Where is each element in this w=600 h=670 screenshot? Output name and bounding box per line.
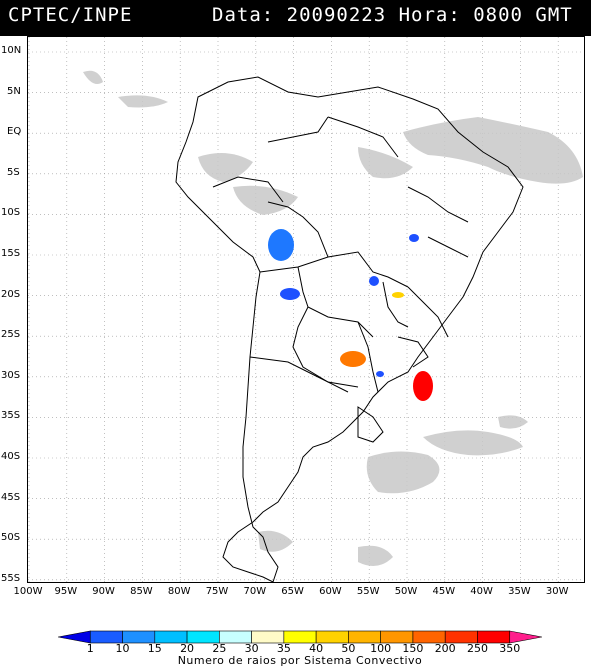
lon-label: 45W: [432, 586, 456, 597]
colorbar-tick-label: 10: [115, 642, 130, 655]
lon-label: 60W: [319, 586, 342, 597]
colorbar-tick-label: 15: [147, 642, 162, 655]
colorbar-tick-label: 1: [86, 642, 94, 655]
lat-label: 20S: [1, 288, 21, 300]
colorbar-segment: [58, 630, 91, 644]
colorbar-tick-label: 50: [341, 642, 356, 655]
lon-label: 95W: [54, 586, 78, 597]
lon-label: 35W: [508, 586, 531, 597]
lon-label: 70W: [243, 586, 267, 597]
colorbar-tick-label: 150: [402, 642, 424, 655]
colorbar-segment: [509, 630, 542, 644]
convective-system: [340, 351, 366, 367]
colorbar-tick-label: 100: [370, 642, 392, 655]
lon-label: 40W: [470, 586, 493, 597]
lon-label: 85W: [130, 586, 153, 597]
lon-label: 75W: [205, 586, 229, 597]
convective-systems: [268, 229, 433, 401]
lat-label: 40S: [1, 451, 21, 462]
lon-label: 50W: [394, 586, 418, 597]
map-frame: [27, 36, 585, 583]
lon-label: 90W: [92, 586, 115, 597]
lon-label: 100W: [13, 586, 43, 597]
colorbar: [58, 630, 542, 644]
colorbar-tick-label: 25: [212, 642, 227, 655]
convective-system: [369, 276, 379, 286]
convective-system: [376, 371, 384, 377]
colorbar-tick-label: 20: [180, 642, 195, 655]
lat-label: 55S: [1, 572, 21, 584]
coastlines: [175, 76, 524, 582]
lat-label: 25S: [1, 329, 21, 341]
lat-label: 45S: [1, 491, 21, 503]
colorbar-tick-label: 200: [434, 642, 456, 655]
colorbar-tick-label: 30: [244, 642, 259, 655]
convective-system: [413, 371, 433, 401]
convective-system: [268, 229, 294, 261]
colorbar-caption: Numero de raios por Sistema Convectivo: [177, 654, 423, 667]
lat-label: 10S: [1, 207, 21, 219]
convective-system: [392, 292, 404, 298]
lat-label: 5N: [7, 85, 21, 97]
cloud-cover: [83, 70, 583, 566]
colorbar-tick-label: 35: [276, 642, 291, 655]
colorbar-tick-label: 350: [499, 642, 521, 655]
lat-label: 15S: [1, 248, 21, 259]
source-label: CPTEC/INPE: [8, 4, 133, 26]
lon-label: 65W: [281, 586, 304, 597]
lat-label: 5S: [7, 166, 20, 178]
lat-label: 30S: [1, 369, 21, 381]
lon-label: 80W: [167, 586, 191, 597]
datetime-label: Data: 20090223 Hora: 0800 GMT: [212, 4, 573, 26]
lat-label: 50S: [1, 532, 21, 544]
convective-system: [280, 288, 300, 300]
lon-label: 30W: [545, 586, 569, 597]
map-header: CPTEC/INPE Data: 20090223 Hora: 0800 GMT: [0, 0, 591, 36]
convective-system: [409, 234, 419, 242]
lat-label: EQ: [7, 126, 22, 138]
lat-label: 10N: [1, 45, 22, 56]
grid-lines: [28, 37, 584, 582]
map-canvas: [28, 37, 584, 582]
lon-label: 55W: [356, 586, 380, 597]
lat-label: 35S: [1, 410, 21, 422]
colorbar-tick-label: 40: [309, 642, 324, 655]
colorbar-tick-label: 250: [466, 642, 488, 655]
